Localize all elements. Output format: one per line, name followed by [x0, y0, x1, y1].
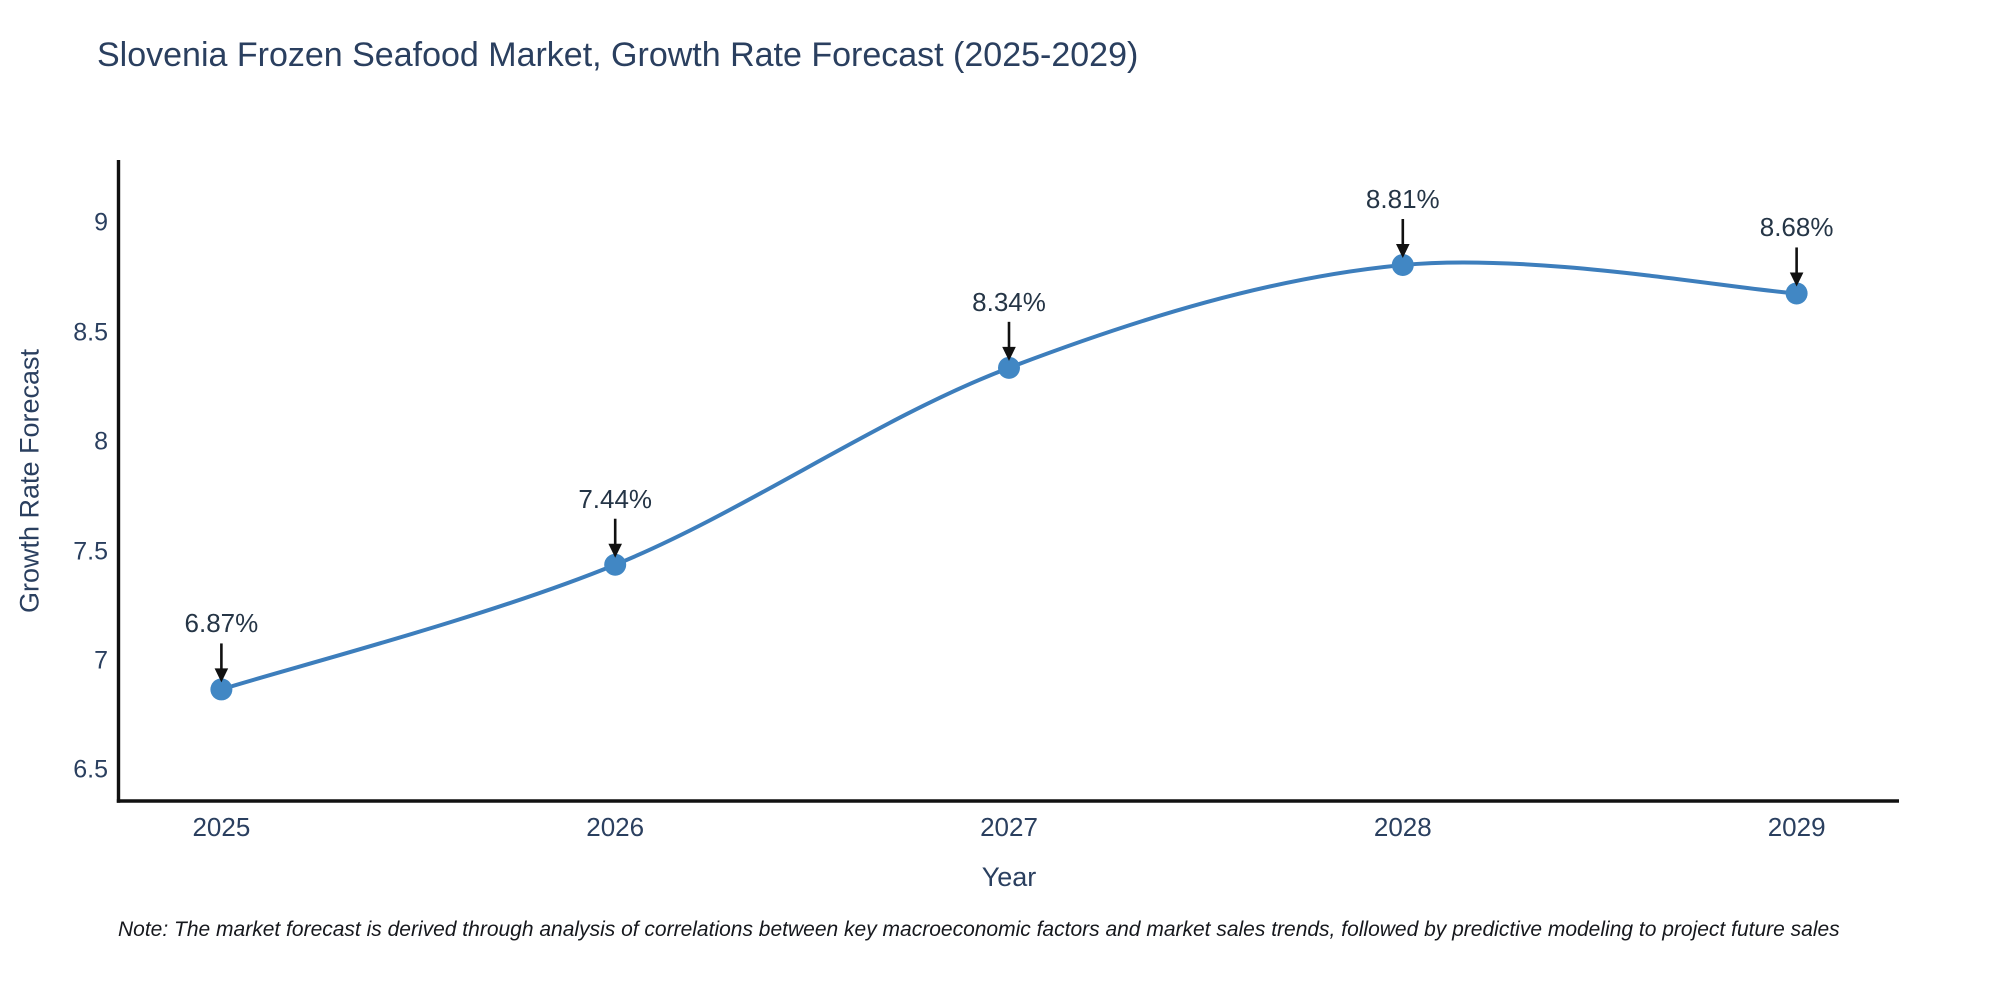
y-tick-label: 8 — [94, 427, 108, 456]
y-tick-label: 6.5 — [73, 755, 108, 784]
annotation-arrowhead — [608, 543, 622, 558]
point-value-label: 8.34% — [972, 286, 1046, 317]
x-tick-label: 2029 — [1767, 812, 1826, 842]
data-point-2025[interactable] — [210, 678, 233, 701]
y-tick-label: 7 — [94, 646, 108, 675]
x-tick-label: 2028 — [1373, 812, 1432, 842]
annotation-arrowhead — [1396, 244, 1410, 259]
y-tick-label: 7.5 — [73, 537, 108, 566]
data-point-2028[interactable] — [1391, 254, 1414, 277]
point-value-label: 8.81% — [1365, 184, 1440, 214]
x-tick-label: 2025 — [192, 812, 251, 842]
data-point-2027[interactable] — [998, 356, 1020, 379]
x-tick-label: 2026 — [586, 812, 645, 842]
chart-title: Slovenia Frozen Seafood Market, Growth R… — [97, 36, 1139, 74]
annotation-arrowhead — [1789, 272, 1804, 287]
annotation-arrowhead — [214, 668, 229, 683]
x-axis-title: Year — [981, 862, 1037, 892]
data-point-2026[interactable] — [604, 553, 627, 576]
y-tick-label: 9 — [94, 208, 108, 237]
point-value-label: 7.44% — [578, 483, 653, 514]
data-point-2029[interactable] — [1785, 282, 1808, 305]
point-value-label: 6.87% — [184, 608, 259, 639]
point-value-label: 8.68% — [1759, 212, 1834, 243]
x-tick-label: 2027 — [980, 812, 1038, 842]
footnote: Note: The market forecast is derived thr… — [118, 918, 1840, 941]
y-tick-label: 8.5 — [73, 318, 108, 347]
annotation-arrowhead — [1002, 346, 1016, 361]
